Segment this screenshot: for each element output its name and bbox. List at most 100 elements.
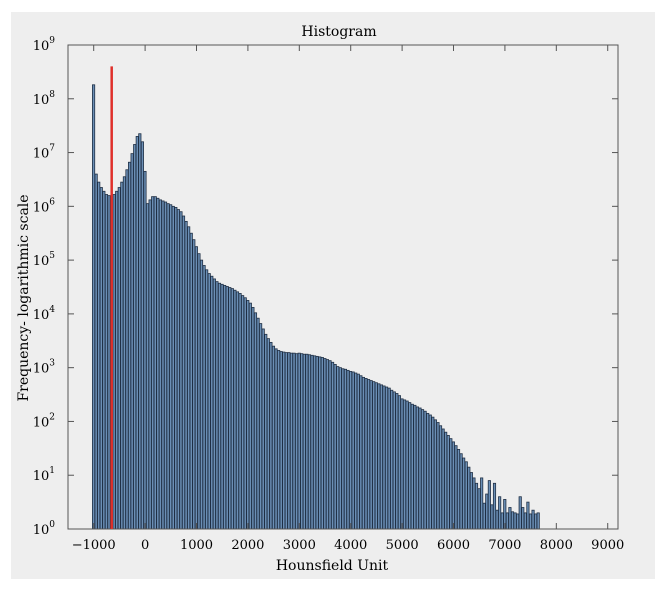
histogram-bar (223, 284, 227, 530)
histogram-bar (279, 351, 283, 530)
x-axis-label: Hounsfield Unit (276, 558, 389, 574)
histogram-bar (449, 438, 453, 530)
histogram-bar (423, 410, 427, 530)
histogram-bar (456, 449, 461, 530)
histogram-bar (143, 170, 147, 530)
histogram-bar (215, 281, 219, 530)
histogram-bar (197, 253, 201, 530)
tick-labels-layer: −1000 0 1000 2000 3000 4000 5000 6000 7000 8000 90… (33, 36, 625, 553)
histogram-bar (295, 353, 299, 530)
histogram-bar (243, 297, 247, 530)
histogram-bar (161, 200, 165, 530)
histogram-bar (413, 404, 417, 530)
histogram-bar (253, 312, 258, 530)
histogram-bar (500, 512, 504, 530)
histogram-bar (269, 341, 273, 530)
histogram-bar (528, 513, 533, 530)
histogram-bar (492, 482, 497, 530)
histogram-bar (331, 361, 335, 530)
histogram-bar (372, 381, 376, 530)
histogram-bar (367, 379, 371, 530)
histogram-bar (210, 275, 214, 530)
x-tick-label: 6000 (437, 538, 470, 553)
histogram-bar (390, 389, 394, 530)
histogram-bar (163, 201, 168, 530)
histogram-bar (382, 385, 386, 530)
histogram-bar (174, 207, 178, 530)
histogram-bar (256, 317, 260, 530)
histogram-bar (300, 353, 304, 530)
histogram-bar (261, 328, 265, 530)
histogram-bar (145, 203, 150, 530)
histogram-bar (374, 382, 378, 530)
histogram-bar (328, 360, 332, 530)
histogram-bar (349, 371, 353, 530)
histogram-bar (151, 196, 155, 530)
histogram-bar (287, 352, 291, 530)
histogram-bar (194, 246, 198, 530)
x-tick-label: 4000 (334, 538, 367, 553)
histogram-bar (402, 399, 407, 530)
histogram-bar (392, 391, 396, 530)
histogram-bar (410, 403, 414, 530)
y-axis-label: Frequency- logarithmic scale (16, 194, 32, 401)
y-tick-label: 102 (33, 412, 55, 430)
histogram-bar (351, 371, 355, 530)
histogram-bar (133, 144, 137, 530)
histogram-bar (346, 369, 350, 530)
x-tick-label: 3000 (283, 538, 316, 553)
histogram-bar (241, 295, 245, 530)
histogram-bar (127, 161, 132, 530)
histogram-bar (156, 197, 160, 530)
chart-title: Histogram (301, 24, 376, 40)
histogram-bar (397, 395, 401, 530)
histogram-bar (315, 355, 319, 530)
histogram-bar (485, 493, 489, 530)
histogram-bar (158, 199, 162, 530)
histogram-bar (292, 352, 296, 530)
histogram-bar (148, 199, 152, 530)
histogram-bar (377, 383, 381, 530)
y-tick-label: 104 (33, 305, 56, 323)
histogram-bar (510, 511, 515, 530)
histogram-bar (251, 307, 255, 530)
histogram-bar (508, 507, 512, 530)
histogram-bar (336, 366, 340, 530)
y-tick-label: 105 (33, 251, 56, 269)
histogram-bar (228, 287, 232, 530)
histogram-bar (212, 278, 216, 530)
x-tick-label: 7000 (488, 538, 521, 553)
histogram-bar (202, 265, 206, 530)
histogram-bar (498, 496, 502, 530)
histogram-bar (441, 428, 445, 530)
histogram-bar (405, 400, 409, 530)
histogram-bar (433, 419, 437, 530)
histogram-bar (318, 356, 322, 530)
histogram-bar (323, 358, 327, 530)
histogram-bar (495, 509, 499, 530)
histogram-bar (225, 286, 229, 530)
histogram-bar (338, 367, 342, 530)
histogram-bar (469, 472, 473, 530)
histogram-bar (264, 333, 268, 530)
histogram-bar (341, 368, 345, 530)
histogram-bar (313, 355, 317, 530)
histogram-bar (454, 445, 458, 530)
histogram-bar (516, 513, 520, 530)
histogram-bar (97, 181, 101, 530)
histogram-bar (246, 300, 250, 530)
histogram-bar (302, 353, 306, 530)
histogram-bar (235, 291, 240, 530)
histogram-bar (176, 209, 180, 530)
histogram-bar (420, 409, 425, 530)
histogram-bar (474, 482, 479, 530)
histogram-bar (477, 488, 481, 530)
bars-layer (92, 84, 540, 530)
histogram-bar (436, 422, 440, 530)
histogram-bar (426, 412, 430, 530)
y-tick-label: 106 (33, 197, 56, 215)
histogram-bar (451, 441, 455, 530)
histogram-bar (472, 477, 476, 530)
histogram-bar (333, 364, 337, 530)
x-tick-label: 9000 (591, 538, 624, 553)
